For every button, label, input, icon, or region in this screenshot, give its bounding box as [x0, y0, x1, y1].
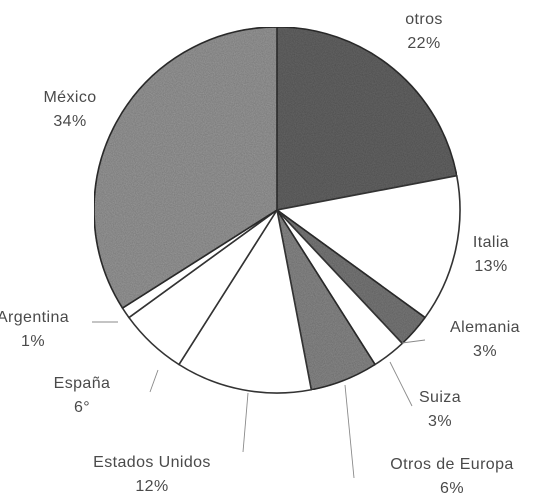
leader-lines [92, 321, 426, 479]
pie-slices [93, 26, 461, 394]
slice-label-name: Otros de Europa [390, 456, 514, 473]
slice-label-espana: España 6° [0, 372, 172, 420]
pie-slice-otros [276, 26, 458, 211]
slice-label-name: otros [405, 11, 443, 28]
slice-label-name: Argentina [0, 309, 70, 326]
slice-label-name: Alemania [450, 319, 520, 336]
slice-label-value: 6° [73, 399, 91, 416]
slice-label-value: 1% [21, 333, 45, 350]
slice-label-value: 12% [135, 478, 169, 495]
slice-label-value: 6% [440, 480, 464, 497]
leader-line-alemania [401, 339, 426, 344]
slice-label-value: 3% [473, 343, 497, 360]
slice-label-argentina: Argentina 1% [0, 306, 123, 354]
slice-label-value: 34% [53, 113, 87, 130]
pie-slice-italia [275, 174, 461, 319]
slice-label-name: Italia [472, 234, 510, 251]
leader-line-espana [149, 369, 159, 393]
slice-label-alemania: Alemania 3% [395, 316, 535, 364]
slice-label-value: 13% [474, 258, 508, 275]
slice-label-name: Suiza [418, 389, 462, 406]
pie-slice-estados-unidos [177, 207, 313, 394]
slice-label-suiza: Suiza 3% [350, 386, 530, 434]
slice-label-otros: otros 22% [334, 8, 514, 56]
slice-label-value: 3% [428, 413, 452, 430]
leader-line-otros-de-europa [344, 384, 355, 479]
slice-label-estados-unidos: Estados Unidos 12% [62, 451, 242, 499]
slice-label-mexico: México 34% [0, 86, 160, 134]
slice-label-otros-de-europa: Otros de Europa 6% [362, 453, 535, 501]
leader-line-estados-unidos [242, 392, 249, 453]
slice-label-italia: Italia 13% [401, 231, 535, 279]
pie-slice-mexico [93, 26, 278, 310]
slice-label-value: 22% [407, 35, 441, 52]
slice-label-name: España [53, 375, 111, 392]
leader-line-suiza [389, 361, 413, 407]
slice-label-name: México [43, 89, 97, 106]
slice-label-name: Estados Unidos [93, 454, 211, 471]
